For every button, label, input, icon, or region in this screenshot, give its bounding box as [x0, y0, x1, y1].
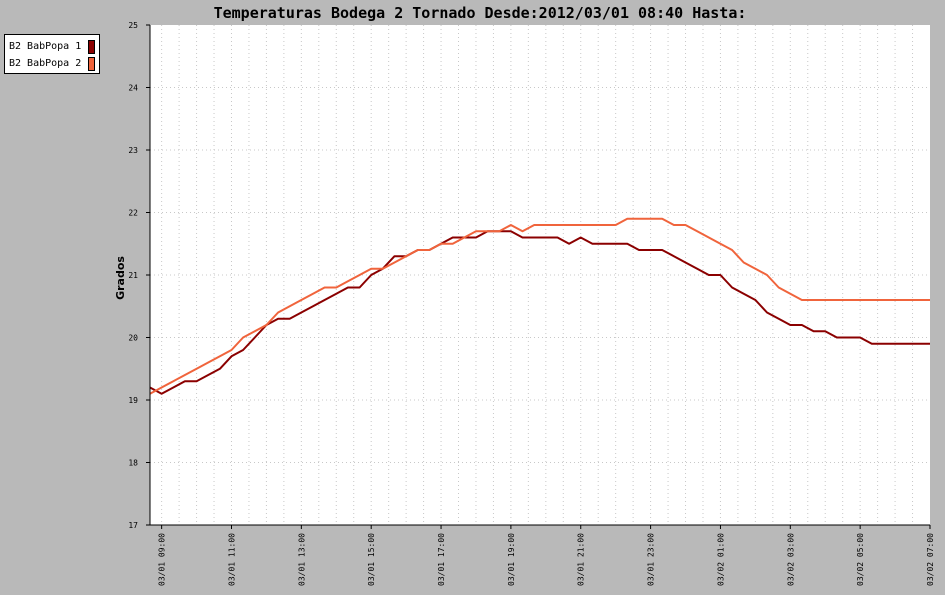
x-tick-label: 03/01 19:00: [507, 533, 516, 586]
y-tick-label: 21: [128, 271, 138, 280]
x-tick-labels: 03/01 09:00 03/01 11:00 03/01 13:00 03/01 1…: [158, 525, 935, 586]
legend-label-series-1: B2 BabPopa 1: [9, 41, 82, 52]
y-tick-label: 22: [128, 209, 138, 218]
x-tick-label: 03/01 11:00: [228, 533, 237, 586]
x-tick-label: 03/01 09:00: [158, 533, 167, 586]
y-tick-labels: 17 18 19 20 21 22 23 24 25: [128, 21, 150, 530]
legend-item-series-1: B2 BabPopa 1: [9, 38, 95, 55]
x-tick-label: 03/01 21:00: [577, 533, 586, 586]
x-tick-label: 03/01 23:00: [647, 533, 656, 586]
x-tick-label: 03/02 05:00: [856, 533, 865, 586]
y-tick-label: 19: [128, 396, 138, 405]
x-tick-label: 03/02 03:00: [786, 533, 795, 586]
legend-label-series-2: B2 BabPopa 2: [9, 58, 82, 69]
y-tick-label: 23: [128, 146, 138, 155]
legend-item-series-2: B2 BabPopa 2: [9, 55, 95, 72]
y-tick-label: 24: [128, 84, 138, 93]
legend-swatch-series-1: [88, 39, 95, 54]
grid-lines: [150, 25, 930, 525]
x-tick-label: 03/01 17:00: [437, 533, 446, 586]
y-tick-label: 20: [128, 334, 138, 343]
series-lines: [149, 217, 930, 395]
y-tick-label: 25: [128, 21, 138, 30]
x-tick-label: 03/02 07:00: [926, 533, 935, 586]
x-tick-label: 03/01 13:00: [297, 533, 306, 586]
plot-area: [150, 25, 930, 525]
legend: B2 BabPopa 1 B2 BabPopa 2: [4, 34, 100, 74]
y-axis-label: Grados: [114, 256, 127, 300]
x-tick-label: 03/02 01:00: [716, 533, 725, 586]
legend-swatch-series-2: [88, 56, 95, 71]
series-line-1: [149, 230, 930, 395]
chart-title: Temperaturas Bodega 2 Tornado Desde:2012…: [213, 4, 747, 22]
x-tick-label: 03/01 15:00: [367, 533, 376, 586]
y-tick-label: 17: [128, 521, 138, 530]
series-line-2: [149, 217, 930, 395]
y-tick-label: 18: [128, 459, 138, 468]
